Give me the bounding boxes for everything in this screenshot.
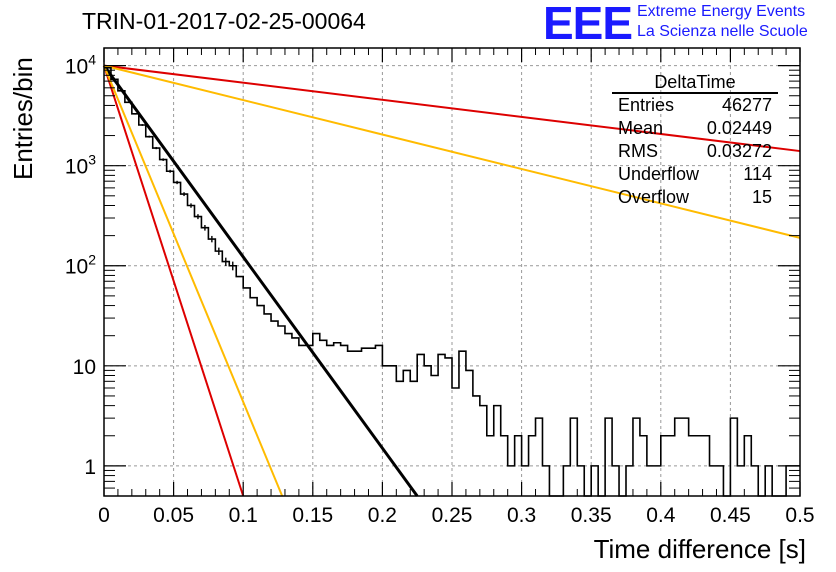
x-tick-label: 0.3 bbox=[507, 504, 536, 527]
eee-logo: EEE bbox=[543, 0, 633, 49]
stats-row: Mean 0.02449 bbox=[612, 117, 778, 140]
y-tick-label: 1 bbox=[84, 456, 96, 479]
x-tick-label: 0.1 bbox=[229, 504, 258, 527]
y-axis-label: Entries/bin bbox=[8, 57, 38, 180]
stats-value: 0.02449 bbox=[706, 118, 772, 138]
stats-label: RMS bbox=[618, 141, 658, 161]
stats-value: 0.03272 bbox=[706, 141, 772, 161]
x-tick-label: 0 bbox=[98, 504, 110, 527]
histogram-line bbox=[104, 67, 800, 497]
fit-curve bbox=[103, 65, 245, 497]
fit-curve bbox=[103, 64, 801, 239]
x-tick-label: 0.35 bbox=[571, 504, 612, 527]
stats-row: Entries 46277 bbox=[612, 94, 778, 117]
logo-line-2: La Scienza nelle Scuole bbox=[637, 23, 808, 40]
stats-label: Mean bbox=[618, 118, 664, 138]
x-tick-label: 0.4 bbox=[646, 504, 676, 527]
y-tick-label: 103 bbox=[65, 152, 96, 179]
stats-row: RMS 0.03272 bbox=[612, 140, 778, 163]
x-axis-label: Time difference [s] bbox=[593, 534, 806, 564]
x-axis: 0 0.05 0.1 0.15 0.2 0.25 0.3 0.35 0.4 0.45 0.5 bbox=[98, 48, 815, 527]
histogram bbox=[104, 67, 800, 497]
stats-box: DeltaTime Entries 46277 Mean 0.02449 RMS 0.03… bbox=[612, 72, 778, 209]
x-tick-label: 0.45 bbox=[710, 504, 751, 527]
fit-curve bbox=[102, 64, 419, 497]
x-tick-label: 0.15 bbox=[292, 504, 333, 527]
logo-line-1: Extreme Energy Events bbox=[637, 3, 806, 20]
x-tick-label: 0.05 bbox=[153, 504, 194, 527]
stats-label: Underflow bbox=[618, 164, 700, 184]
stats-row: Underflow 114 bbox=[612, 163, 778, 186]
x-tick-label: 0.25 bbox=[432, 504, 473, 527]
y-tick-label: 102 bbox=[65, 252, 96, 279]
stats-title: DeltaTime bbox=[612, 72, 778, 94]
stats-value: 46277 bbox=[721, 95, 772, 115]
stats-label: Entries bbox=[618, 95, 675, 115]
chart-title: TRIN-01-2017-02-25-00064 bbox=[82, 8, 366, 34]
x-tick-label: 0.2 bbox=[368, 504, 397, 527]
fit-curve bbox=[103, 65, 284, 497]
fit-curve bbox=[103, 64, 801, 153]
stats-value: 114 bbox=[743, 164, 772, 184]
x-tick-label: 0.5 bbox=[785, 504, 814, 527]
y-tick-label: 104 bbox=[65, 52, 96, 79]
stats-label: Overflow bbox=[618, 187, 690, 207]
stats-rows: Entries 46277 Mean 0.02449 RMS 0.03272 Underfl… bbox=[612, 94, 778, 209]
stats-row: Overflow 15 bbox=[612, 186, 778, 209]
logo-caption: Extreme Energy Events La Scienza nelle S… bbox=[637, 2, 808, 42]
fit-curves bbox=[102, 64, 801, 497]
stats-value: 15 bbox=[751, 187, 772, 207]
y-tick-label: 10 bbox=[73, 356, 96, 379]
